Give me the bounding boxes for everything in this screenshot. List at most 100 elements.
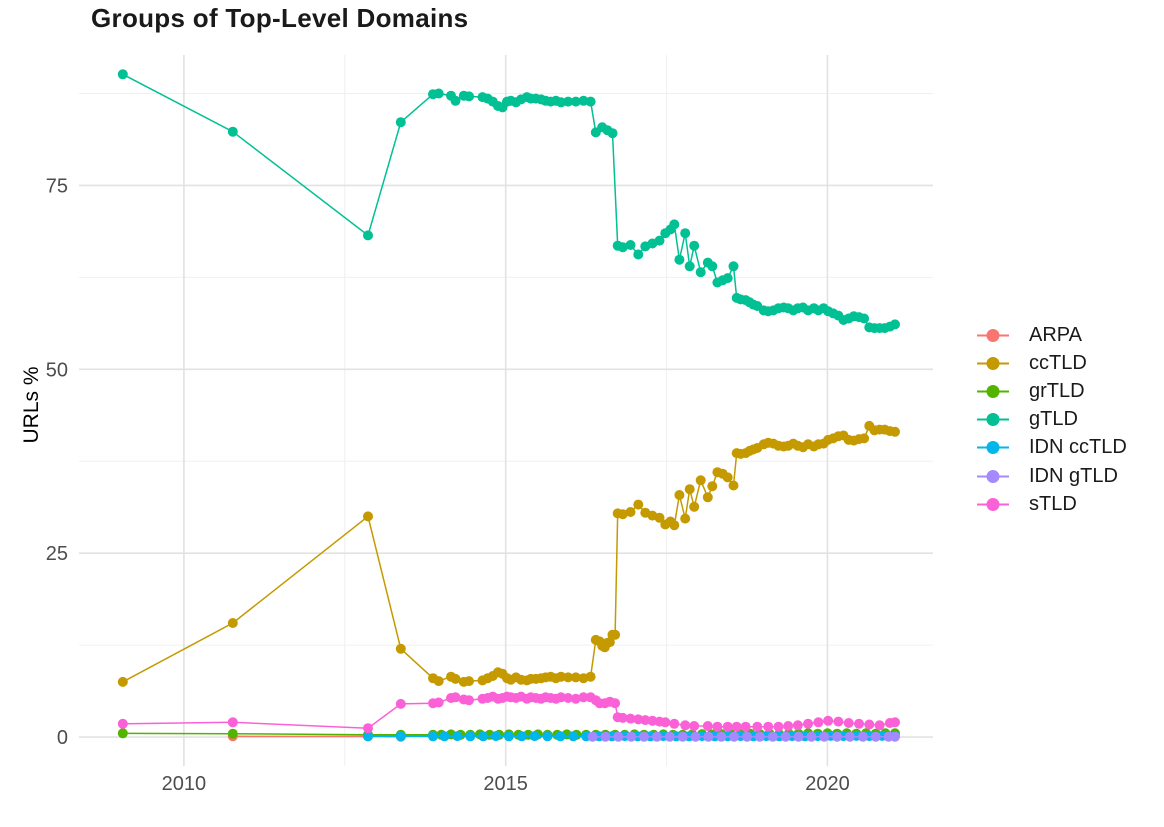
series-stld-point xyxy=(702,721,713,731)
series-gtld-point xyxy=(563,96,574,107)
series-stld-point xyxy=(617,712,628,723)
series-gtld-point xyxy=(395,117,406,128)
x-tick-label: 2015 xyxy=(483,773,528,795)
series-gtld-point xyxy=(607,128,618,139)
series-cctld-point xyxy=(617,509,628,520)
series-cctld-point xyxy=(395,643,406,654)
series-idn-cctld-point xyxy=(478,731,489,742)
series-stld-point xyxy=(363,723,373,734)
series-cctld-point xyxy=(707,481,718,492)
series-stld-point xyxy=(625,713,636,724)
series-cctld-point xyxy=(689,501,700,512)
series-idn-gtld-point xyxy=(703,731,714,742)
series-cctld-point xyxy=(450,673,461,684)
series-stld-point xyxy=(689,721,700,731)
series-cctld-point xyxy=(654,512,665,523)
legend-label: ARPA xyxy=(1029,323,1082,346)
legend-item-cctld: ccTLD xyxy=(977,349,1127,377)
legend-label: grTLD xyxy=(1029,379,1085,402)
series-gtld-point xyxy=(464,91,474,102)
series-idn-gtld-point xyxy=(819,731,830,742)
series-cctld-point xyxy=(633,499,644,510)
series-idn-gtld-point xyxy=(613,731,624,742)
series-stld-point xyxy=(610,698,621,709)
series-idn-gtld-point xyxy=(742,731,752,742)
series-gtld-point xyxy=(585,96,596,107)
series-cctld-point xyxy=(890,426,900,437)
series-idn-cctld-point xyxy=(555,731,566,742)
series-gtld-line xyxy=(122,73,896,329)
series-stld-point xyxy=(833,716,844,727)
series-stld-point xyxy=(433,697,444,708)
series-idn-gtld-point xyxy=(729,731,740,742)
series-cctld-point xyxy=(610,629,621,640)
series-stld-point xyxy=(890,717,900,728)
series-idn-gtld-point xyxy=(600,731,611,742)
series-idn-gtld-point xyxy=(716,731,727,742)
series-gtld-point xyxy=(617,242,628,253)
legend-item-gtld: gTLD xyxy=(977,406,1127,434)
y-tick-label: 50 xyxy=(46,359,68,381)
series-idn-gtld-point xyxy=(639,731,649,742)
series-stld-point xyxy=(464,695,474,706)
series-stld-point xyxy=(740,721,751,732)
series-stld-point xyxy=(783,721,794,731)
series-idn-gtld-point xyxy=(845,731,855,742)
y-tick-label: 75 xyxy=(46,175,68,197)
legend-key-stld-icon xyxy=(977,497,1009,511)
series-cctld-point xyxy=(585,671,596,682)
series-idn-gtld-point xyxy=(626,731,637,742)
legend-key-arpa-icon xyxy=(977,328,1009,342)
series-gtld-point xyxy=(625,240,636,250)
series-gtld-point xyxy=(433,88,444,99)
series-gtld-point xyxy=(450,95,461,106)
series-idn-cctld-point xyxy=(503,731,514,742)
series-stld-point xyxy=(813,717,824,728)
series-cctld-point xyxy=(464,676,474,687)
series-idn-gtld-point xyxy=(780,731,791,742)
series-gtld-point xyxy=(707,261,718,272)
series-cctld-point xyxy=(722,472,733,483)
series-idn-gtld-point xyxy=(651,731,662,742)
series-gtld-point xyxy=(728,261,739,272)
series-idn-gtld-point xyxy=(690,731,701,742)
legend: ARPA ccTLD grTLD gTLD IDN ccTLD IDN gTLD sTLD xyxy=(977,321,1127,518)
series-cctld-point xyxy=(433,676,444,687)
series-idn-gtld-point xyxy=(890,731,900,742)
series-idn-cctld-point xyxy=(395,731,406,742)
series-idn-gtld-point xyxy=(767,731,778,742)
series-stld-point xyxy=(854,718,864,729)
series-cctld-point xyxy=(695,475,706,486)
legend-item-idn-cctld: IDN ccTLD xyxy=(977,434,1127,462)
series-stld-point xyxy=(731,721,742,732)
series-idn-gtld-point xyxy=(664,731,675,742)
series-stld-point xyxy=(227,717,238,728)
series-idn-cctld-point xyxy=(542,731,553,742)
series-stld-point xyxy=(117,718,128,729)
series-stld-point xyxy=(712,721,723,732)
legend-key-gtld-icon xyxy=(977,413,1009,427)
series-cctld-point xyxy=(563,672,574,683)
legend-label: gTLD xyxy=(1029,408,1078,431)
y-tick-label: 0 xyxy=(57,727,68,749)
series-gtld-point xyxy=(669,219,680,230)
series-stld-point xyxy=(763,721,774,732)
series-gtld-point xyxy=(859,313,870,324)
series-idn-gtld-point xyxy=(870,731,881,742)
legend-item-idn-gtld: IDN gTLD xyxy=(977,462,1127,490)
series-gtld-point xyxy=(680,228,691,239)
series-gtld-point xyxy=(722,273,733,284)
series-cctld-point xyxy=(363,511,373,522)
series-cctld-point xyxy=(674,490,685,500)
series-stld-point xyxy=(823,715,834,726)
series-idn-gtld-point xyxy=(793,731,804,742)
series-stld-point xyxy=(722,721,733,732)
series-stld-point xyxy=(752,721,763,732)
series-cctld-point xyxy=(669,520,680,531)
legend-label: IDN ccTLD xyxy=(1029,436,1127,459)
series-gtld-point xyxy=(633,249,644,260)
x-tick-label: 2010 xyxy=(162,773,207,795)
series-stld-point xyxy=(773,721,784,732)
legend-item-arpa: ARPA xyxy=(977,321,1127,349)
